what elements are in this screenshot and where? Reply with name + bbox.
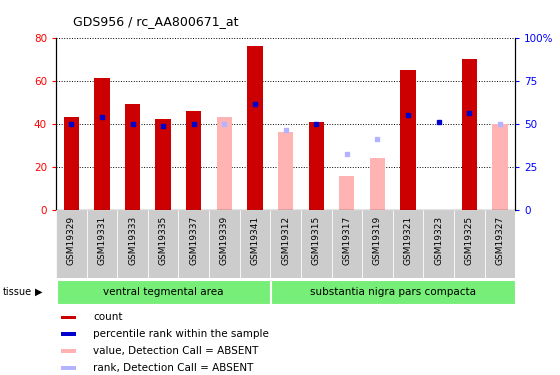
Text: ▶: ▶ [35, 287, 42, 297]
Text: percentile rank within the sample: percentile rank within the sample [93, 329, 269, 339]
Bar [87, 210, 117, 278]
Bar [454, 210, 484, 278]
Text: GSM19329: GSM19329 [67, 215, 76, 264]
Text: GSM19339: GSM19339 [220, 215, 229, 265]
Bar [362, 210, 393, 278]
Bar [61, 316, 76, 320]
Bar [209, 210, 240, 278]
Text: GSM19325: GSM19325 [465, 215, 474, 264]
Bar [370, 158, 385, 210]
Text: ventral tegmental area: ventral tegmental area [103, 286, 223, 297]
Bar [117, 210, 148, 278]
Bar [270, 210, 301, 278]
Bar [301, 210, 332, 278]
Bar [484, 210, 515, 278]
Bar [64, 117, 79, 210]
Bar [61, 333, 76, 336]
Text: GSM19333: GSM19333 [128, 215, 137, 265]
Bar [61, 366, 76, 370]
Bar [217, 117, 232, 210]
Bar [186, 111, 202, 210]
Bar [393, 210, 423, 278]
Bar [332, 210, 362, 278]
Bar [461, 59, 477, 210]
Text: GSM19317: GSM19317 [342, 215, 351, 265]
Bar [240, 210, 270, 278]
Text: rank, Detection Call = ABSENT: rank, Detection Call = ABSENT [93, 363, 253, 373]
Text: tissue: tissue [3, 287, 32, 297]
Text: substantia nigra pars compacta: substantia nigra pars compacta [310, 286, 476, 297]
Bar [423, 210, 454, 278]
Text: GSM19327: GSM19327 [496, 215, 505, 264]
Bar [179, 210, 209, 278]
Text: GSM19341: GSM19341 [250, 215, 259, 264]
Bar [492, 124, 507, 210]
Bar [271, 280, 515, 304]
Bar [278, 132, 293, 210]
Bar [400, 70, 416, 210]
Text: GSM19337: GSM19337 [189, 215, 198, 265]
Text: GSM19321: GSM19321 [404, 215, 413, 264]
Text: GDS956 / rc_AA800671_at: GDS956 / rc_AA800671_at [73, 15, 239, 28]
Bar [94, 78, 110, 210]
Text: value, Detection Call = ABSENT: value, Detection Call = ABSENT [93, 346, 258, 356]
Bar [339, 176, 354, 210]
Bar [56, 210, 87, 278]
Text: GSM19315: GSM19315 [312, 215, 321, 265]
Bar [156, 119, 171, 210]
Text: count: count [93, 312, 123, 322]
Bar [125, 104, 140, 210]
Text: GSM19312: GSM19312 [281, 215, 290, 264]
Text: GSM19335: GSM19335 [158, 215, 167, 265]
Bar [57, 280, 270, 304]
Bar [248, 46, 263, 210]
Text: GSM19323: GSM19323 [434, 215, 443, 264]
Text: GSM19331: GSM19331 [97, 215, 106, 265]
Bar [61, 350, 76, 353]
Bar [309, 122, 324, 210]
Text: GSM19319: GSM19319 [373, 215, 382, 265]
Bar [148, 210, 179, 278]
